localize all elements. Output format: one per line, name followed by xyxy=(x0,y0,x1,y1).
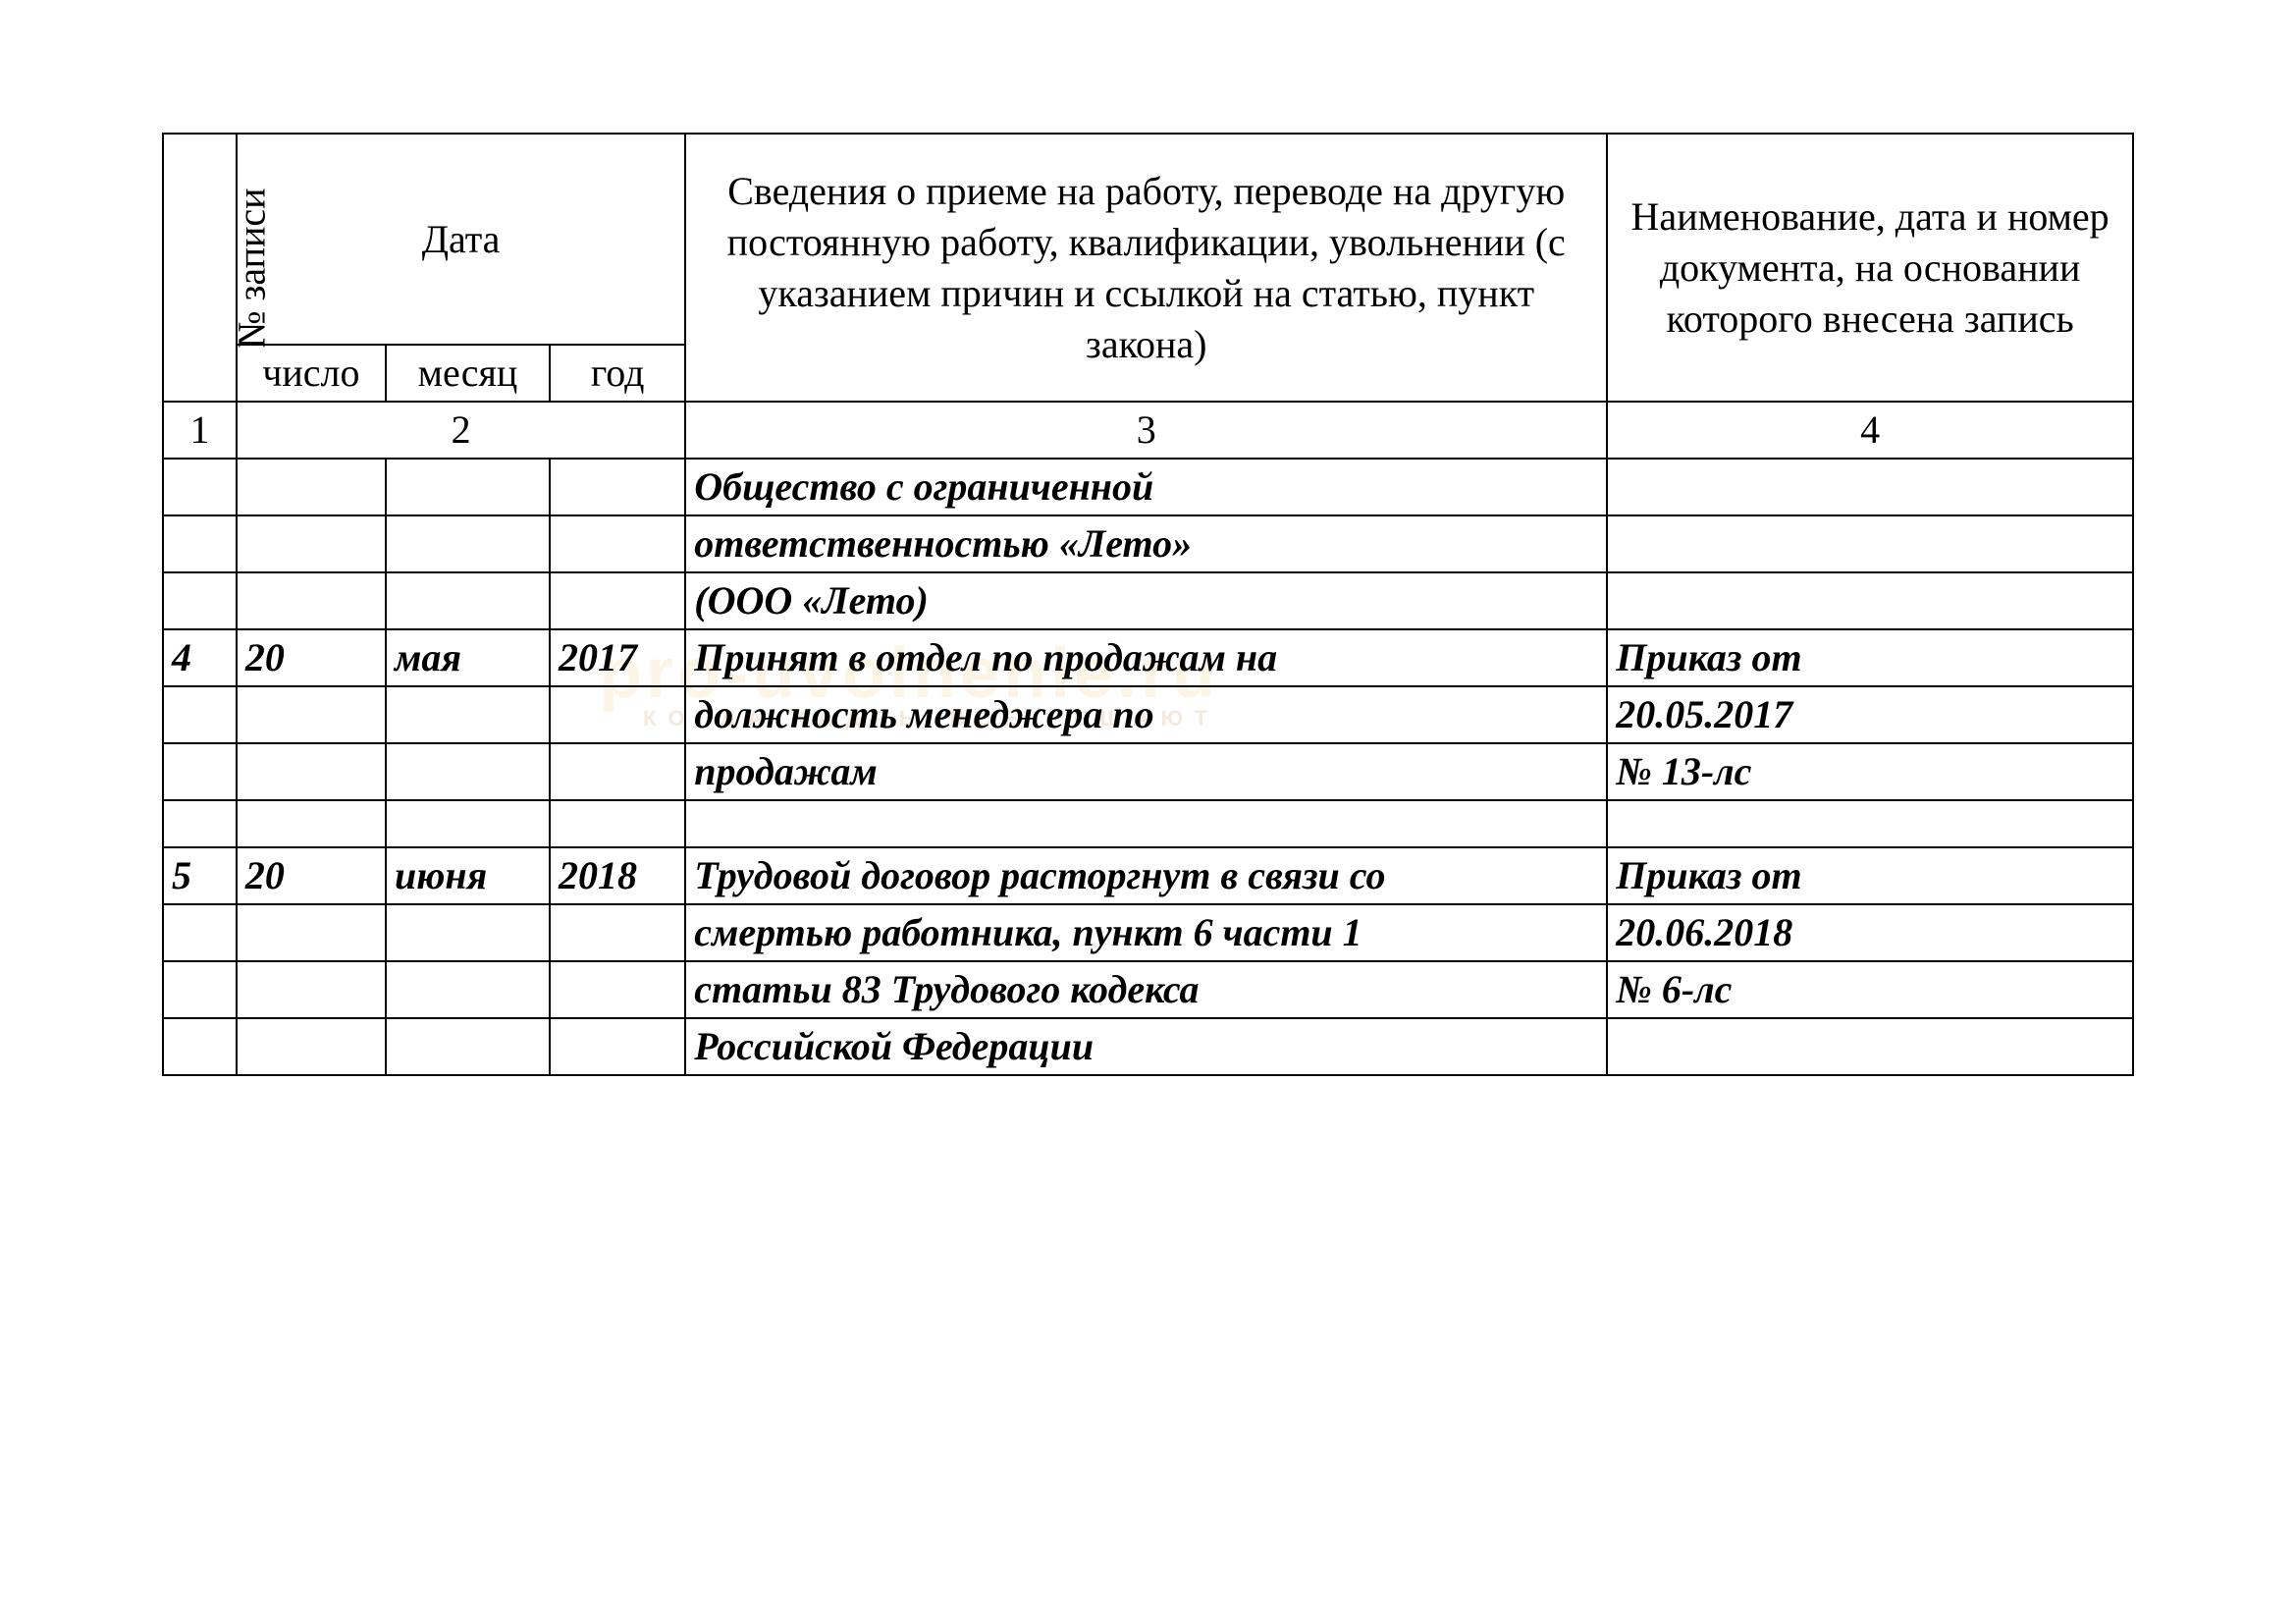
colnum-2: 2 xyxy=(237,402,685,459)
header-doc: Наименование, дата и номер документа, на… xyxy=(1607,134,2133,402)
rec4-info2: должность менеджера по xyxy=(685,686,1607,743)
employment-record-table: № записи Дата Сведения о приеме на работ… xyxy=(162,133,2134,1076)
rec5-doc2: 20.06.2018 xyxy=(1607,904,2133,961)
org-line1: Общество с ограниченной xyxy=(685,459,1607,515)
record-5-row-1: 5 20 июня 2018 Трудовой договор расторгн… xyxy=(163,847,2133,904)
header-record-no-label: № записи xyxy=(227,188,278,348)
header-doc-label: Наименование, дата и номер документа, на… xyxy=(1631,194,2109,341)
header-year: год xyxy=(550,345,685,402)
colnum-1: 1 xyxy=(163,402,237,459)
rec4-info3: продажам xyxy=(685,743,1607,800)
header-record-no: № записи xyxy=(163,134,237,402)
org-row-1: Общество с ограниченной xyxy=(163,459,2133,515)
record-5-row-3: статьи 83 Трудового кодекса № 6-лс xyxy=(163,961,2133,1018)
rec5-year: 2018 xyxy=(550,847,685,904)
rec4-info1: Принят в отдел по продажам на xyxy=(685,629,1607,686)
rec4-doc3: № 13-лс xyxy=(1607,743,2133,800)
colnum-4: 4 xyxy=(1607,402,2133,459)
org-row-3: (ООО «Лето) xyxy=(163,572,2133,629)
rec4-month: мая xyxy=(386,629,550,686)
record-5-row-2: смертью работника, пункт 6 части 1 20.06… xyxy=(163,904,2133,961)
column-number-row: 1 2 3 4 xyxy=(163,402,2133,459)
header-date: Дата xyxy=(237,134,685,345)
record-4-row-3: продажам № 13-лс xyxy=(163,743,2133,800)
rec5-month: июня xyxy=(386,847,550,904)
rec5-doc3: № 6-лс xyxy=(1607,961,2133,1018)
rec5-day: 20 xyxy=(237,847,386,904)
header-row-1: № записи Дата Сведения о приеме на работ… xyxy=(163,134,2133,345)
rec5-doc1: Приказ от xyxy=(1607,847,2133,904)
rec5-info1: Трудовой договор расторгнут в связи со xyxy=(685,847,1607,904)
org-line2: ответственностью «Лето» xyxy=(685,515,1607,572)
org-row-2: ответственностью «Лето» xyxy=(163,515,2133,572)
rec5-info4: Российской Федерации xyxy=(685,1018,1607,1075)
record-4-row-1: 4 20 мая 2017 Принят в отдел по продажам… xyxy=(163,629,2133,686)
rec4-doc2: 20.05.2017 xyxy=(1607,686,2133,743)
page: № записи Дата Сведения о приеме на работ… xyxy=(0,0,2296,1076)
header-day: число xyxy=(237,345,386,402)
header-info-label: Сведения о приеме на работу, переводе на… xyxy=(727,169,1566,366)
rec5-no: 5 xyxy=(163,847,237,904)
header-month: месяц xyxy=(386,345,550,402)
rec4-doc1: Приказ от xyxy=(1607,629,2133,686)
rec5-info3: статьи 83 Трудового кодекса xyxy=(685,961,1607,1018)
rec4-day: 20 xyxy=(237,629,386,686)
rec5-info2: смертью работника, пункт 6 части 1 xyxy=(685,904,1607,961)
header-info: Сведения о приеме на работу, переводе на… xyxy=(685,134,1607,402)
rec4-no: 4 xyxy=(163,629,237,686)
record-5-row-4: Российской Федерации xyxy=(163,1018,2133,1075)
org-line3: (ООО «Лето) xyxy=(685,572,1607,629)
header-date-label: Дата xyxy=(422,217,501,261)
record-4-row-2: должность менеджера по 20.05.2017 xyxy=(163,686,2133,743)
blank-row xyxy=(163,800,2133,847)
colnum-3: 3 xyxy=(685,402,1607,459)
rec4-year: 2017 xyxy=(550,629,685,686)
